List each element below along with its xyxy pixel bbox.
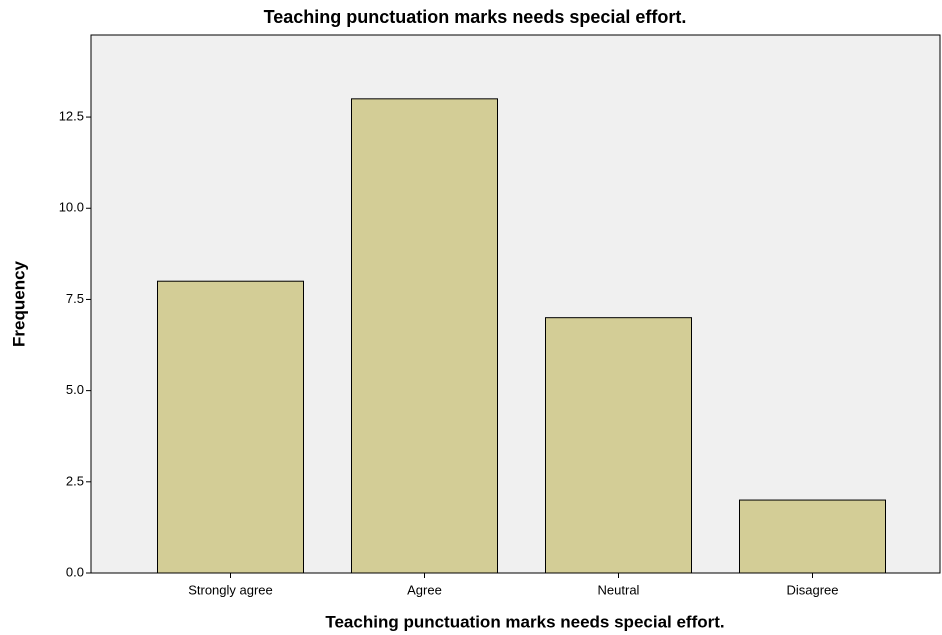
y-axis-title: Frequency [9,260,28,347]
x-tick-label: Strongly agree [188,582,273,597]
bar [545,317,692,574]
y-tick-label: 0.0 [66,564,84,579]
y-tick-label: 5.0 [66,382,84,397]
x-tick-label: Agree [407,582,442,597]
y-tick-label: 12.5 [59,109,84,124]
x-tick-label: Neutral [598,582,640,597]
x-axis-title: Teaching punctuation marks needs special… [325,612,724,631]
bar [739,499,886,574]
y-tick-label: 7.5 [66,291,84,306]
x-tick-label: Disagree [786,582,838,597]
y-tick-label: 2.5 [66,473,84,488]
chart-title: Teaching punctuation marks needs special… [264,7,687,27]
bar [157,280,304,574]
y-tick-label: 10.0 [59,200,84,215]
bar [351,98,498,574]
